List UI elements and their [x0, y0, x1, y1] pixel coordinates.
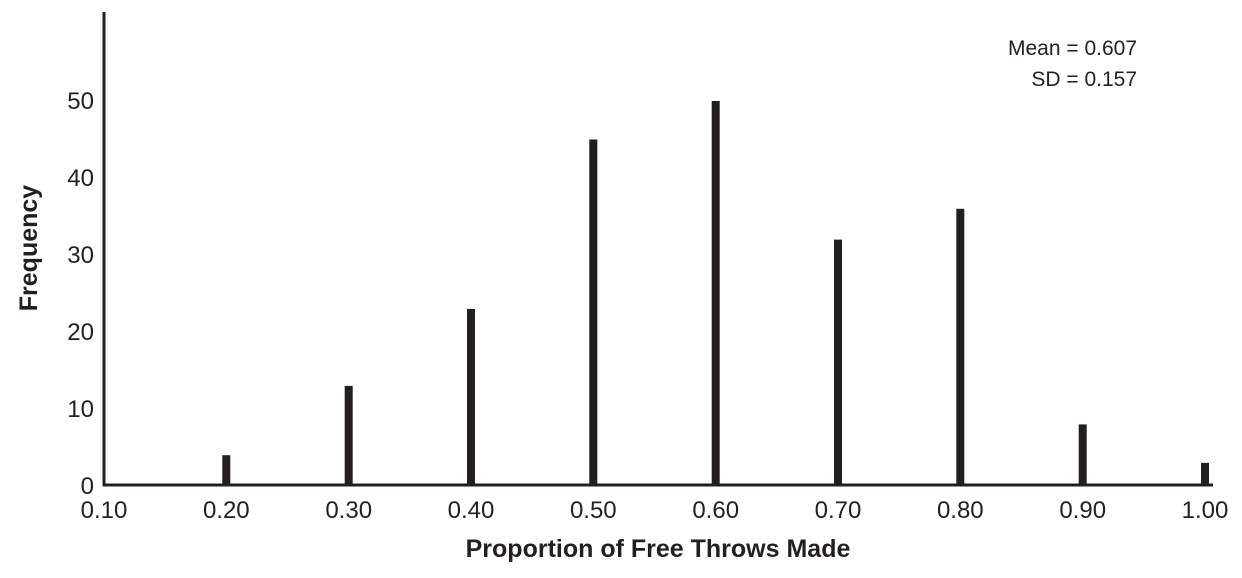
bar-0-70 — [834, 239, 842, 486]
x-tick-label: 0.40 — [448, 497, 495, 524]
x-tick-label: 0.50 — [570, 497, 617, 524]
y-tick-label: 0 — [81, 473, 94, 500]
x-tick-label: 1.00 — [1182, 497, 1229, 524]
bar-0-30 — [344, 385, 353, 486]
mean-annotation: Mean = 0.607 — [1008, 37, 1137, 60]
y-axis-title: Frequency — [15, 185, 43, 312]
sd-annotation: SD = 0.157 — [1031, 68, 1137, 91]
y-tick-label: 30 — [67, 242, 94, 269]
x-tick-label: 0.60 — [692, 497, 739, 524]
x-tick-label: 0.80 — [937, 497, 984, 524]
x-tick-label: 0.20 — [203, 497, 250, 524]
x-axis-title: Proportion of Free Throws Made — [466, 535, 851, 563]
axes — [102, 12, 1213, 487]
y-tick-label: 10 — [67, 396, 94, 423]
bars — [222, 101, 1209, 487]
bar-0-90 — [1078, 424, 1087, 486]
y-tick-label: 40 — [67, 165, 94, 192]
y-tick-label: 20 — [67, 319, 94, 346]
x-tick-labels: 0.10 0.20 0.30 0.40 0.50 0.60 0.70 0.80 0.90 1.00 — [81, 497, 1229, 524]
bar-0-40 — [467, 308, 475, 486]
y-tick-label: 50 — [67, 88, 94, 115]
y-tick-labels: 0 10 20 30 40 50 — [67, 88, 94, 500]
bar-0-80 — [956, 208, 965, 487]
x-tick-label: 0.70 — [815, 497, 862, 524]
bar-1-00 — [1201, 462, 1209, 486]
x-tick-label: 0.10 — [81, 497, 128, 524]
x-tick-label: 0.90 — [1059, 497, 1106, 524]
x-tick-label: 0.30 — [325, 497, 372, 524]
bar-0-20 — [222, 455, 231, 486]
bar-0-60 — [711, 101, 720, 486]
bar-0-50 — [589, 139, 598, 486]
